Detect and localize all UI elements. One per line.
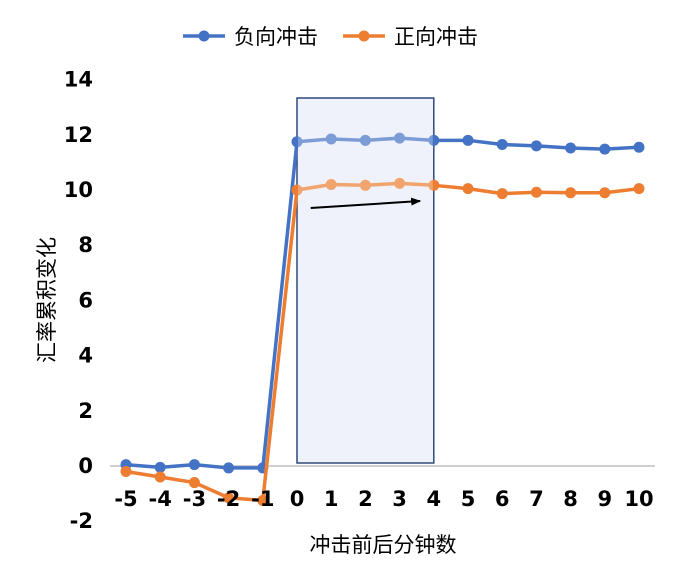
data-point	[530, 186, 542, 198]
data-point	[257, 495, 269, 506]
data-point	[462, 134, 474, 146]
data-point	[565, 187, 577, 199]
x-tick-label: 8	[563, 487, 578, 511]
data-point	[188, 459, 200, 471]
data-point	[359, 134, 371, 146]
data-point	[291, 136, 303, 148]
legend: 负向冲击 正向冲击	[183, 25, 478, 49]
x-tick-label: 7	[529, 487, 544, 511]
data-point	[188, 477, 200, 489]
y-tick-label: 2	[78, 399, 93, 423]
y-tick-label: 10	[64, 178, 93, 202]
data-point	[565, 142, 577, 154]
x-tick-label: -5	[114, 487, 137, 511]
data-point	[599, 143, 611, 155]
data-point	[394, 177, 406, 189]
x-tick-label: 2	[358, 487, 373, 511]
data-point	[599, 187, 611, 199]
y-tick-label: 0	[78, 454, 93, 478]
x-tick-label: 9	[597, 487, 612, 511]
y-tick-label: 4	[78, 344, 93, 368]
y-tick-label: 12	[64, 123, 93, 147]
legend-swatch-marker	[198, 30, 210, 42]
data-point	[530, 140, 542, 152]
x-tick-label: -2	[217, 487, 240, 511]
highlight-window	[296, 97, 435, 464]
series-1	[120, 132, 645, 474]
legend-item-1: 负向冲击	[183, 25, 318, 49]
legend-label: 负向冲击	[234, 25, 318, 49]
x-tick-label: 3	[392, 487, 407, 511]
data-point	[394, 132, 406, 144]
data-point	[633, 141, 645, 153]
arrow-line	[310, 197, 422, 209]
x-tick-label: -4	[149, 487, 172, 511]
x-tick-label: 0	[290, 487, 305, 511]
x-tick-label: -1	[251, 487, 274, 511]
data-point	[154, 471, 166, 483]
data-point	[291, 184, 303, 196]
y-tick-label: 8	[78, 233, 93, 257]
y-tick-label: 6	[78, 288, 93, 312]
data-point	[428, 179, 440, 191]
x-tick-label: 4	[426, 487, 441, 511]
legend-item-2: 正向冲击	[343, 25, 478, 49]
x-tick-label: 5	[461, 487, 476, 511]
legend-label: 正向冲击	[394, 25, 478, 49]
x-tick-label: 1	[324, 487, 339, 511]
x-tick-label: 6	[495, 487, 510, 511]
y-axis-title: 汇率累积变化	[35, 237, 59, 363]
data-point	[496, 138, 508, 150]
data-point	[223, 462, 235, 474]
x-axis-ticks: -5 -4 -3 -2 -1 0 1 2 3 4 5 6 7 8 9 10	[114, 487, 653, 511]
series-line	[125, 181, 640, 503]
data-point	[325, 178, 337, 190]
data-point	[462, 183, 474, 195]
data-point	[496, 188, 508, 200]
data-point	[633, 183, 645, 195]
data-point	[325, 133, 337, 145]
x-tick-label: -3	[183, 487, 206, 511]
y-tick-label: -2	[70, 509, 93, 533]
series-2	[120, 177, 645, 506]
series-layer	[120, 99, 645, 506]
x-tick-label: 10	[624, 487, 653, 511]
legend-swatch-marker	[358, 30, 370, 42]
data-point	[120, 466, 132, 478]
data-point	[154, 461, 166, 473]
data-point	[428, 134, 440, 146]
highlight-overlay	[298, 99, 433, 462]
data-point	[223, 492, 235, 504]
x-axis-title: 冲击前后分钟数	[310, 533, 457, 557]
y-tick-label: 14	[64, 68, 93, 92]
y-axis-ticks: -2 0 2 4 6 8 10 12 14	[64, 68, 93, 534]
trend-arrow	[310, 197, 422, 209]
series-line	[125, 136, 640, 470]
data-point	[359, 179, 371, 191]
